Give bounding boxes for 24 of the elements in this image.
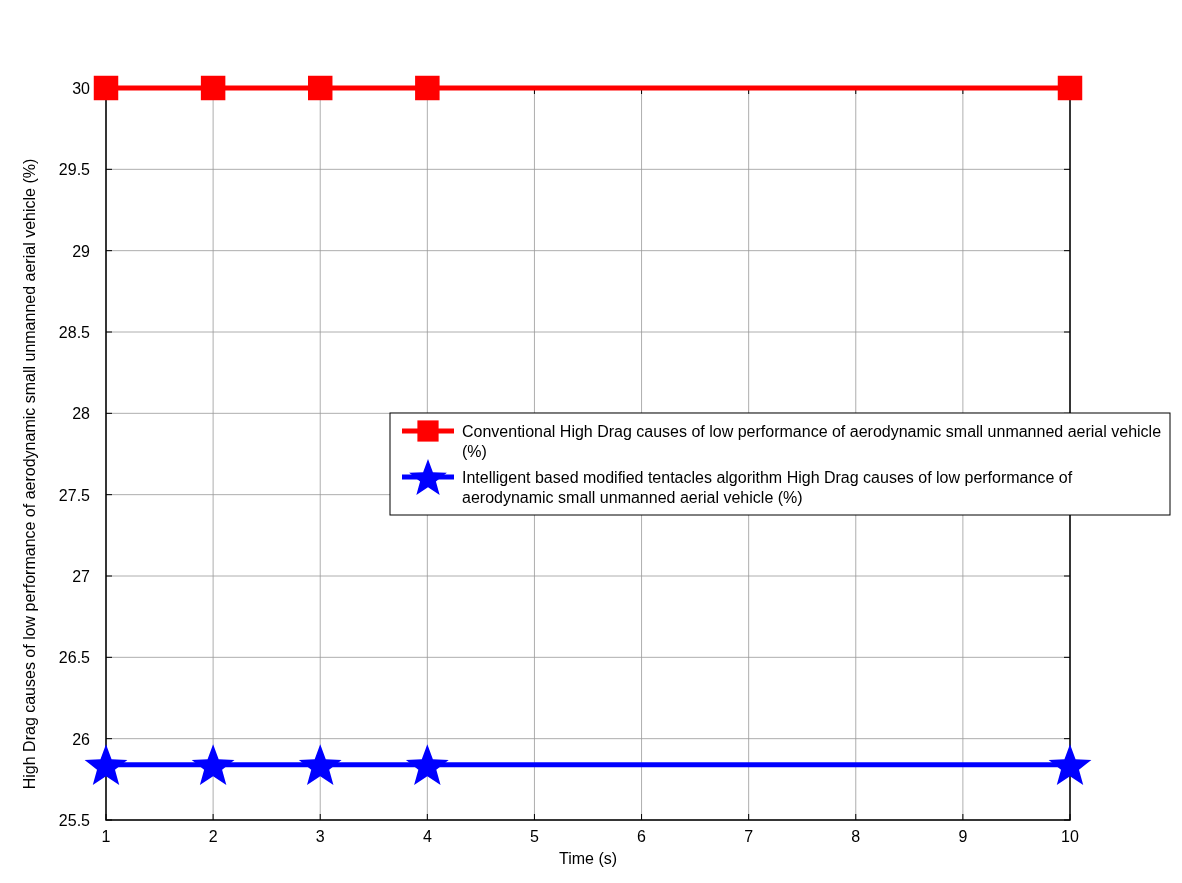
y-tick-label: 27.5 — [58, 486, 91, 504]
y-tick-label: 28.5 — [58, 324, 91, 341]
y-tick-label: 28 — [72, 405, 91, 423]
y-tick-label: 30 — [72, 80, 91, 97]
x-tick-label: 10 — [1061, 828, 1079, 845]
x-tick-label: 4 — [422, 828, 432, 845]
y-tick-label: 26 — [72, 730, 91, 748]
legend-label: Intelligent based modified tentacles algorithm High Drag causes of low performance of aerodynamic small unmanned aerial vehicle (%) — [462, 469, 1073, 506]
x-tick-label: 6 — [637, 828, 647, 845]
x-tick-label: 7 — [744, 828, 754, 845]
x-tick-label: 5 — [529, 828, 539, 845]
x-tick-label: 9 — [958, 828, 968, 845]
x-tick-label: 8 — [851, 828, 861, 845]
x-tick-label: 1 — [101, 828, 111, 845]
y-tick-label: 26.5 — [58, 649, 91, 667]
y-tick-label: 29 — [72, 242, 91, 260]
y-tick-label: 25.5 — [58, 812, 91, 829]
x-axis-title: Time (s) — [558, 850, 618, 867]
x-tick-label: 2 — [208, 828, 218, 845]
y-tick-label: 27 — [72, 568, 91, 585]
y-axis-title: High Drag causes of low performance of aerodynamic small unmanned aerial vehicle (%) — [21, 158, 38, 790]
legend-label: Conventional High Drag causes of low performance of aerodynamic small unmanned aerial vehicle (%) — [462, 423, 1162, 460]
y-tick-label: 29.5 — [58, 161, 91, 179]
x-tick-label: 3 — [315, 828, 325, 845]
